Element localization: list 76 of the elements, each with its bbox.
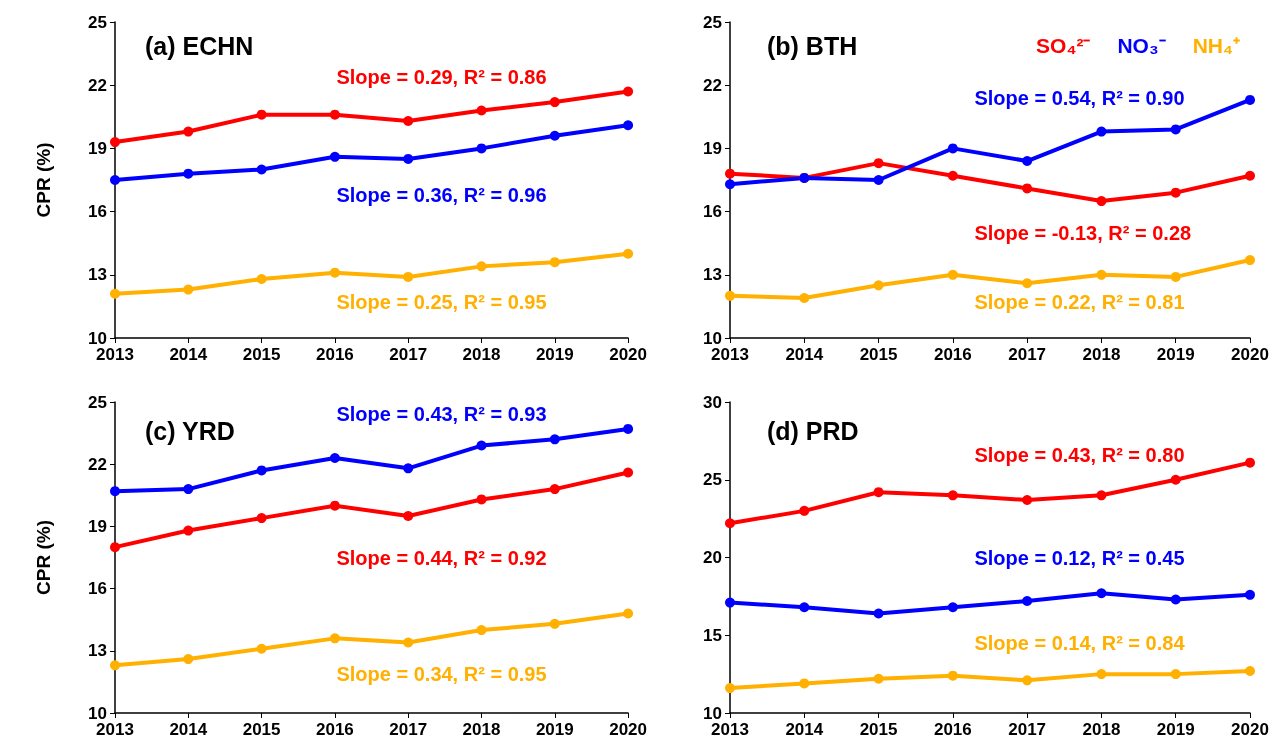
- y-tick-label: 10: [703, 328, 722, 348]
- y-tick-label: 10: [88, 328, 107, 348]
- annotation: Slope = 0.34, R² = 0.95: [336, 662, 547, 685]
- annotation: Slope = 0.44, R² = 0.92: [336, 546, 547, 569]
- x-tick-label: 2014: [785, 345, 824, 364]
- y-tick-label: 13: [88, 265, 107, 285]
- annotation: Slope = 0.43, R² = 0.93: [336, 403, 547, 426]
- annotation: Slope = -0.13, R² = 0.28: [974, 221, 1192, 244]
- annotation: Slope = 0.54, R² = 0.90: [974, 86, 1185, 109]
- x-tick-label: 2019: [535, 720, 574, 739]
- x-tick-label: 2014: [169, 720, 208, 739]
- y-tick-label: 20: [703, 548, 722, 567]
- x-tick-label: 2013: [96, 345, 134, 364]
- y-tick-label: 25: [88, 12, 107, 32]
- x-tick-label: 2013: [711, 720, 749, 739]
- x-tick-label: 2020: [1231, 345, 1269, 364]
- x-tick-label: 2020: [1231, 720, 1269, 739]
- y-tick-label: 15: [703, 625, 722, 645]
- y-axis-title: CPR (%): [33, 142, 54, 218]
- y-tick-label: 19: [88, 138, 107, 158]
- x-tick-label: 2019: [535, 345, 574, 364]
- y-tick-label: 19: [703, 138, 722, 158]
- y-axis-title: CPR (%): [33, 520, 54, 595]
- x-tick-label: 2016: [315, 345, 354, 364]
- y-tick-label: 25: [703, 12, 722, 32]
- y-tick-label: 22: [703, 75, 722, 95]
- annotation: Slope = 0.29, R² = 0.86: [336, 65, 547, 88]
- y-tick-label: 16: [88, 202, 107, 222]
- x-tick-label: 2020: [609, 345, 647, 364]
- chart-title: (b) BTH: [767, 31, 858, 60]
- annotation: Slope = 0.14, R² = 0.84: [974, 632, 1186, 655]
- x-tick-label: 2019: [1156, 345, 1195, 364]
- y-tick-label: 19: [88, 516, 107, 536]
- x-tick-label: 2017: [389, 345, 428, 364]
- x-tick-label: 2013: [711, 345, 749, 364]
- annotation: Slope = 0.12, R² = 0.45: [974, 546, 1185, 569]
- x-tick-label: 2018: [462, 720, 501, 739]
- text: NO₃⁻: [1117, 34, 1166, 57]
- x-tick-label: 2017: [1008, 720, 1047, 739]
- annotation: Slope = 0.25, R² = 0.95: [336, 291, 547, 314]
- y-tick-label: 13: [88, 641, 107, 661]
- x-tick-label: 2016: [933, 720, 972, 739]
- x-tick-label: 2018: [462, 345, 501, 364]
- text: NH₄⁺: [1192, 34, 1240, 57]
- x-tick-label: 2017: [389, 720, 428, 739]
- y-tick-label: 10: [88, 703, 107, 723]
- x-tick-label: 2013: [96, 720, 134, 739]
- x-tick-label: 2017: [1008, 345, 1047, 364]
- x-tick-label: 2018: [1082, 720, 1121, 739]
- y-tick-label: 25: [88, 392, 107, 412]
- text: (c) YRD: [145, 416, 235, 445]
- x-tick-label: 2018: [1082, 345, 1121, 364]
- x-tick-label: 2015: [242, 345, 281, 364]
- text: (d) PRD: [767, 416, 859, 445]
- x-tick-label: 2016: [933, 345, 972, 364]
- x-tick-label: 2014: [785, 720, 824, 739]
- y-tick-label: 13: [703, 265, 722, 285]
- x-tick-label: 2015: [242, 720, 281, 739]
- annotation: Slope = 0.22, R² = 0.81: [974, 291, 1185, 314]
- y-tick-label: 10: [703, 703, 722, 723]
- annotation: Slope = 0.36, R² = 0.96: [336, 183, 547, 206]
- x-tick-label: 2016: [315, 720, 354, 739]
- x-tick-label: 2015: [859, 345, 898, 364]
- y-tick-label: 25: [703, 470, 722, 490]
- y-tick-label: 16: [703, 202, 722, 222]
- y-tick-label: 30: [703, 392, 722, 412]
- x-tick-label: 2014: [169, 345, 208, 364]
- text: SO₄²⁻: [1036, 34, 1091, 57]
- x-tick-label: 2019: [1156, 720, 1195, 739]
- annotation: Slope = 0.43, R² = 0.80: [974, 443, 1185, 466]
- y-tick-label: 22: [88, 75, 107, 95]
- y-tick-label: 16: [88, 579, 107, 599]
- x-tick-label: 2015: [859, 720, 898, 739]
- chart-title: (a) ECHN: [145, 31, 254, 60]
- y-tick-label: 22: [88, 454, 107, 474]
- x-tick-label: 2020: [609, 720, 647, 739]
